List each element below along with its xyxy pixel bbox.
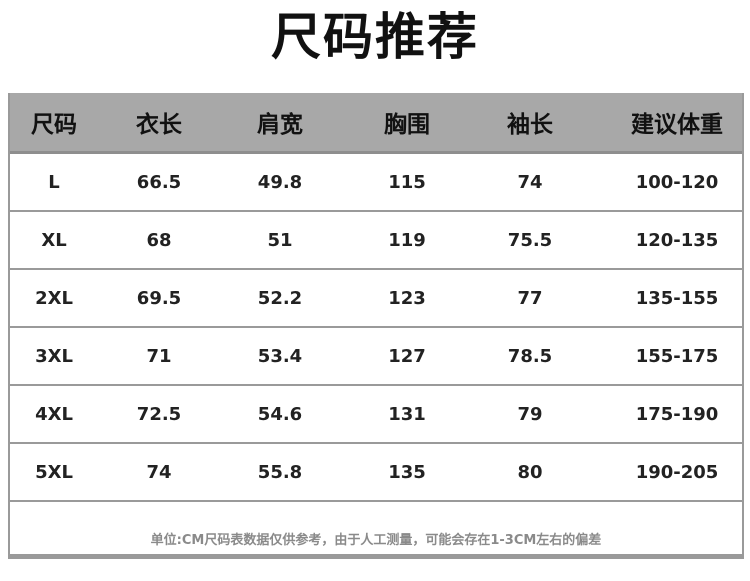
table-cell: 131 (388, 403, 426, 425)
table-cell: 119 (388, 229, 426, 251)
table-row: L 66.5 49.8 115 74 100-120 (10, 154, 742, 212)
table-cell: 127 (388, 345, 426, 367)
table-cell: 155-175 (635, 345, 719, 367)
column-header: 建议体重 (631, 112, 723, 138)
table-cell: 2XL (35, 287, 73, 309)
table-cell: 72.5 (136, 403, 182, 425)
column-header: 尺码 (31, 112, 77, 138)
table-cell: 190-205 (635, 461, 719, 483)
table-row: 4XL 72.5 54.6 131 79 175-190 (10, 386, 742, 444)
table-cell: 4XL (35, 403, 73, 425)
measurement-note: 单位:CM尺码表数据仅供参考，由于人工测量，可能会存在1-3CM左右的偏差 (150, 533, 602, 548)
table-footer: 单位:CM尺码表数据仅供参考，由于人工测量，可能会存在1-3CM左右的偏差 (10, 502, 742, 557)
column-header: 衣长 (136, 112, 182, 138)
table-cell: 74 (517, 171, 543, 193)
table-cell: 123 (388, 287, 426, 309)
table-row: 3XL 71 53.4 127 78.5 155-175 (10, 328, 742, 386)
column-header: 袖长 (507, 112, 553, 138)
table-cell: 135-155 (635, 287, 719, 309)
table-cell: 5XL (35, 461, 73, 483)
size-chart-table: 尺码 衣长 肩宽 胸围 袖长 建议体重 L 66.5 49.8 115 74 100-120 XL 68… (8, 93, 744, 559)
table-cell: 135 (388, 461, 426, 483)
table-cell: 175-190 (635, 403, 719, 425)
table-cell: 77 (517, 287, 543, 309)
table-cell: 75.5 (507, 229, 553, 251)
table-cell: 54.6 (257, 403, 303, 425)
table-cell: XL (41, 229, 67, 251)
table-cell: 3XL (35, 345, 73, 367)
table-cell: 66.5 (136, 171, 182, 193)
table-row: XL 68 51 119 75.5 120-135 (10, 212, 742, 270)
table-cell: 78.5 (507, 345, 553, 367)
table-cell: 74 (146, 461, 172, 483)
column-header: 肩宽 (257, 112, 303, 138)
table-cell: 52.2 (257, 287, 303, 309)
table-row: 5XL 74 55.8 135 80 190-205 (10, 444, 742, 502)
table-cell: 53.4 (257, 345, 303, 367)
table-cell: 68 (146, 229, 172, 251)
table-cell: 71 (146, 345, 172, 367)
table-header: 尺码 衣长 肩宽 胸围 袖长 建议体重 (10, 93, 742, 154)
table-cell: 55.8 (257, 461, 303, 483)
page-title: 尺码推荐 (271, 8, 479, 66)
table-cell: 49.8 (257, 171, 303, 193)
column-header: 胸围 (384, 112, 430, 138)
table-cell: 79 (517, 403, 543, 425)
table-cell: 80 (517, 461, 543, 483)
table-cell: 115 (388, 171, 426, 193)
table-cell: 69.5 (136, 287, 182, 309)
table-cell: 100-120 (635, 171, 719, 193)
table-cell: L (48, 171, 60, 193)
table-row: 2XL 69.5 52.2 123 77 135-155 (10, 270, 742, 328)
table-cell: 51 (267, 229, 293, 251)
table-cell: 120-135 (635, 229, 719, 251)
